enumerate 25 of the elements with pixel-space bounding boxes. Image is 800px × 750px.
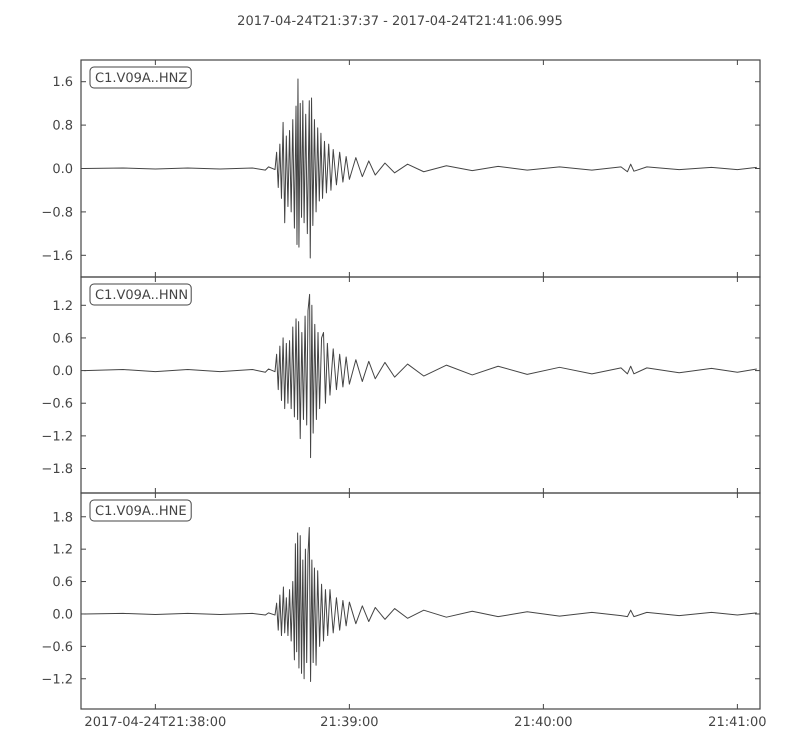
legend-label: C1.V09A..HNE bbox=[95, 504, 187, 519]
y-tick-label: 1.6 bbox=[52, 75, 73, 90]
y-tick-label: 0.0 bbox=[52, 364, 73, 380]
y-tick-label: 1.8 bbox=[52, 510, 73, 526]
y-tick-label: 0.0 bbox=[52, 607, 73, 622]
x-tick-label: 21:40:00 bbox=[514, 715, 573, 730]
y-tick-label: −1.8 bbox=[41, 462, 73, 478]
y-tick-label: −1.6 bbox=[41, 248, 73, 264]
y-tick-label: 1.2 bbox=[52, 298, 73, 314]
y-tick-label: −0.6 bbox=[41, 396, 73, 412]
legend-label: C1.V09A..HNZ bbox=[95, 71, 188, 86]
chart-title: 2017-04-24T21:37:37 - 2017-04-24T21:41:06.995 bbox=[237, 14, 563, 29]
y-tick-label: −1.2 bbox=[41, 672, 73, 688]
y-tick-label: −0.8 bbox=[41, 205, 73, 220]
y-tick-label: 1.2 bbox=[52, 542, 73, 558]
y-tick-label: 0.6 bbox=[52, 331, 73, 346]
y-tick-label: 0.0 bbox=[52, 162, 73, 177]
x-tick-label: 21:41:00 bbox=[708, 715, 767, 730]
x-tick-label: 2017-04-24T21:38:00 bbox=[84, 715, 226, 730]
legend-label: C1.V09A..HNN bbox=[95, 288, 188, 303]
y-tick-label: 0.8 bbox=[52, 118, 73, 134]
y-tick-label: −1.2 bbox=[41, 429, 73, 444]
y-tick-label: −0.6 bbox=[41, 640, 73, 655]
y-tick-label: 0.6 bbox=[52, 575, 73, 590]
x-tick-label: 21:39:00 bbox=[320, 715, 379, 730]
